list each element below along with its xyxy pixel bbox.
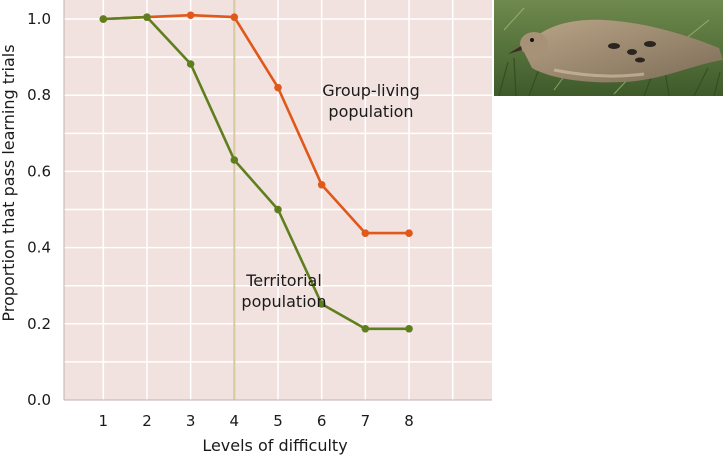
data-point xyxy=(361,229,370,237)
series-line-2 xyxy=(103,15,409,331)
series-label-line: Territorial xyxy=(245,271,322,290)
mourning-dove-photo xyxy=(494,0,723,96)
data-point xyxy=(405,324,413,333)
series-label-line: Group-living xyxy=(322,81,420,100)
data-point xyxy=(230,156,239,164)
y-axis-title: Proportion that pass learning trials xyxy=(0,44,18,321)
series-label-line: population xyxy=(241,292,326,311)
data-point xyxy=(143,13,151,21)
x-tick-label: 8 xyxy=(404,412,414,430)
data-point xyxy=(274,205,282,214)
data-point xyxy=(99,15,108,23)
series-label-line: population xyxy=(328,102,413,121)
data-point xyxy=(186,60,195,68)
series-label-2: Territorial population xyxy=(241,271,326,311)
x-tick-label: 1 xyxy=(99,412,109,430)
series-group xyxy=(99,11,413,333)
x-tick-label: 4 xyxy=(230,412,240,430)
labels-group: Group-living population Territorial populat… xyxy=(241,81,419,311)
data-point xyxy=(361,324,370,333)
data-point xyxy=(317,180,326,189)
y-tick-label: 0.0 xyxy=(27,391,51,409)
x-tick-label: 6 xyxy=(317,412,327,430)
axes: 0.0 0.2 0.4 0.6 0.8 1.0 1 2 3 4 5 6 7 8 Levels of diff… xyxy=(0,0,492,455)
series-label-1: Group-living population xyxy=(322,81,420,121)
data-point xyxy=(317,300,326,308)
series-line-1 xyxy=(103,13,409,235)
x-tick-label: 2 xyxy=(142,412,152,430)
x-tick-label: 7 xyxy=(361,412,371,430)
x-axis-title: Levels of difficulty xyxy=(202,436,347,455)
data-point xyxy=(186,11,195,20)
data-point xyxy=(405,229,413,237)
y-tick-label: 1.0 xyxy=(27,10,51,28)
y-tick-label: 0.6 xyxy=(27,162,51,180)
x-tick-label: 5 xyxy=(273,412,283,430)
data-point xyxy=(230,13,239,21)
y-tick-label: 0.4 xyxy=(27,239,51,257)
data-point xyxy=(274,83,282,92)
y-tick-label: 0.8 xyxy=(27,86,51,104)
x-tick-label: 3 xyxy=(186,412,196,430)
line-chart: 0.0 0.2 0.4 0.6 0.8 1.0 1 2 3 4 5 6 7 8 Levels of diff… xyxy=(0,0,492,455)
y-tick-label: 0.2 xyxy=(27,315,51,333)
